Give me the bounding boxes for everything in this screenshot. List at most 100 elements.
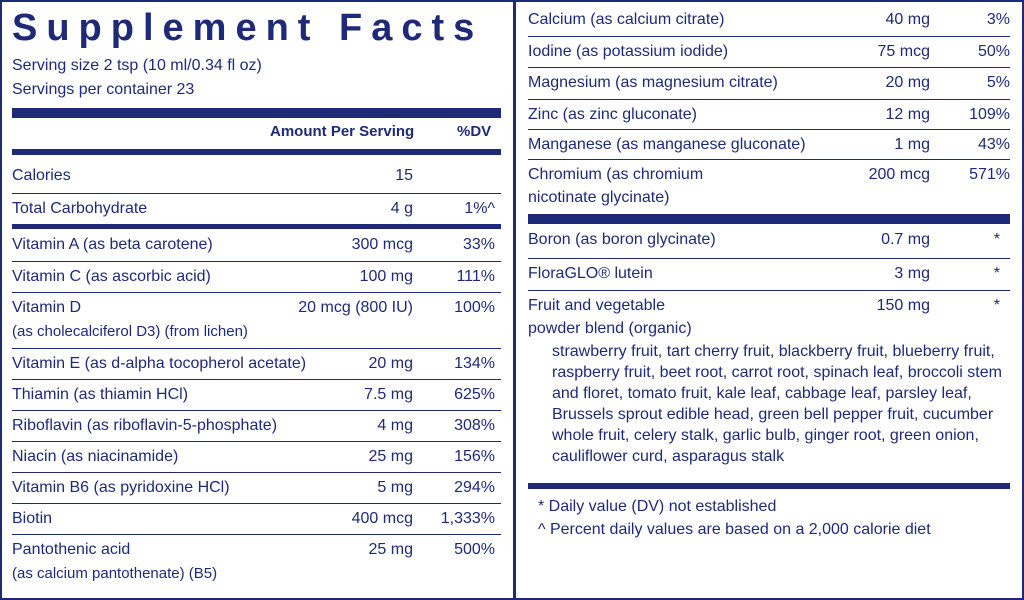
nutrient-dv: 294%	[454, 479, 495, 496]
nutrient-amount: 3 mg	[894, 265, 930, 282]
nutrient-amount: 7.5 mg	[364, 386, 413, 403]
footnote-divider-bar	[528, 483, 1010, 489]
nutrient-name: Calories	[12, 167, 71, 184]
nutrient-dv: *	[993, 265, 1000, 282]
nutrient-name: Niacin (as niacinamide)	[12, 448, 179, 465]
nutrient-dv: 1,333%	[440, 510, 495, 527]
nutrient-dv: 571%	[969, 166, 1010, 183]
footnote-dv-not-established: * Daily value (DV) not established	[538, 498, 777, 515]
nutrient-amount: 20 mg	[368, 355, 413, 372]
nutrient-name: Boron (as boron glycinate)	[528, 231, 716, 248]
nutrient-row-biotin: Biotin 400 mcg 1,333%	[12, 503, 501, 533]
nutrient-amount: 12 mg	[885, 106, 930, 123]
nutrient-dv: 100%	[454, 299, 495, 316]
nutrient-name: Fruit and vegetable	[528, 297, 665, 314]
nutrient-dv: 156%	[454, 448, 495, 465]
nutrient-dv: 50%	[977, 43, 1010, 60]
nutrient-amount: 15	[395, 167, 413, 184]
nutrient-row-carbohydrate: Total Carbohydrate 4 g 1%^	[12, 193, 501, 224]
nutrient-name-line2: powder blend (organic)	[528, 320, 692, 337]
nutrient-name: Vitamin B6 (as pyridoxine HCl)	[12, 479, 230, 496]
nutrient-amount: 4 g	[390, 200, 413, 217]
footnote-calorie-diet: ^ Percent daily values are based on a 2,…	[538, 521, 931, 538]
nutrient-row-vitamin-e: Vitamin E (as d-alpha tocopherol acetate…	[12, 348, 501, 378]
section-divider-bar	[12, 224, 501, 229]
percent-dv-header: %DV	[457, 123, 492, 140]
nutrient-name: Thiamin (as thiamin HCl)	[12, 386, 189, 403]
nutrient-dv: 134%	[454, 355, 495, 372]
nutrient-dv: 1%^	[464, 200, 495, 217]
nutrient-row-vitamin-a: Vitamin A (as beta carotene) 300 mcg 33%	[12, 230, 501, 259]
nutrient-dv: 109%	[969, 106, 1010, 123]
nutrient-row-riboflavin: Riboflavin (as riboflavin-5-phosphate) 4…	[12, 410, 501, 440]
nutrient-amount: 75 mcg	[877, 43, 930, 60]
nutrient-dv: 500%	[454, 541, 495, 558]
nutrient-amount: 25 mg	[368, 541, 413, 558]
nutrient-name: Zinc (as zinc gluconate)	[528, 106, 697, 123]
nutrient-name: Manganese (as manganese gluconate)	[528, 136, 806, 153]
nutrient-name: Riboflavin (as riboflavin-5-phosphate)	[12, 417, 278, 434]
amount-per-serving-header: Amount Per Serving	[270, 123, 415, 140]
nutrient-row-magnesium: Magnesium (as magnesium citrate) 20 mg 5…	[528, 67, 1010, 98]
nutrient-dv: *	[993, 297, 1000, 314]
nutrient-name: Vitamin C (as ascorbic acid)	[12, 268, 211, 285]
nutrient-name: Total Carbohydrate	[12, 200, 148, 217]
nutrient-row-vitamin-b6: Vitamin B6 (as pyridoxine HCl) 5 mg 294%	[12, 472, 501, 502]
nutrient-amount: 200 mcg	[868, 166, 930, 183]
nutrient-row-zinc: Zinc (as zinc gluconate) 12 mg 109%	[528, 99, 1010, 129]
nutrient-amount: 0.7 mg	[881, 231, 930, 248]
nutrient-row-thiamin: Thiamin (as thiamin HCl) 7.5 mg 625%	[12, 379, 501, 409]
nutrient-row-iodine: Iodine (as potassium iodide) 75 mcg 50%	[528, 36, 1010, 66]
nutrient-dv: 308%	[454, 417, 495, 434]
nutrient-amount: 20 mcg (800 IU)	[298, 299, 413, 316]
nutrient-name: Pantothenic acid	[12, 541, 131, 558]
nutrient-row-vitamin-c: Vitamin C (as ascorbic acid) 100 mg 111%	[12, 261, 501, 291]
nutrient-row-lutein: FloraGLO® lutein 3 mg *	[528, 258, 1010, 289]
nutrient-name: Iodine (as potassium iodide)	[528, 43, 729, 60]
nutrient-name: Vitamin E (as d-alpha tocopherol acetate…	[12, 355, 307, 372]
nutrient-row-niacin: Niacin (as niacinamide) 25 mg 156%	[12, 441, 501, 471]
nutrient-name-line2: nicotinate glycinate)	[528, 189, 670, 206]
nutrient-amount: 20 mg	[885, 74, 930, 91]
page-title: Supplement Facts	[12, 7, 484, 49]
nutrient-name: Vitamin A (as beta carotene)	[12, 236, 213, 253]
nutrient-dv: 625%	[454, 386, 495, 403]
nutrient-name-line2: (as calcium pantothenate) (B5)	[12, 565, 218, 582]
nutrient-amount: 100 mg	[359, 268, 413, 285]
nutrient-name: Vitamin D	[12, 299, 82, 316]
nutrient-name: Chromium (as chromium	[528, 166, 704, 183]
nutrient-dv: 33%	[462, 236, 495, 253]
nutrient-amount: 5 mg	[377, 479, 413, 496]
serving-size: Serving size 2 tsp (10 ml/0.34 fl oz)	[12, 57, 262, 74]
nutrient-dv: 5%	[986, 74, 1010, 91]
nutrient-row-vitamin-d: Vitamin D (as cholecalciferol D3) (from …	[12, 292, 501, 347]
nutrient-amount: 150 mg	[876, 297, 930, 314]
nutrient-amount: 1 mg	[894, 136, 930, 153]
nutrient-row-chromium: Chromium (as chromium nicotinate glycina…	[528, 159, 1010, 214]
nutrient-amount: 25 mg	[368, 448, 413, 465]
nutrient-amount: 4 mg	[377, 417, 413, 434]
nutrient-dv: 43%	[977, 136, 1010, 153]
nutrient-row-pantothenic-acid: Pantothenic acid (as calcium pantothenat…	[12, 534, 501, 593]
nutrient-row-manganese: Manganese (as manganese gluconate) 1 mg …	[528, 129, 1010, 159]
nutrient-row-calories: Calories 15	[12, 161, 501, 190]
nutrient-name: Calcium (as calcium citrate)	[528, 11, 725, 28]
nutrient-amount: 300 mcg	[351, 236, 413, 253]
nutrient-name-line2: (as cholecalciferol D3) (from lichen)	[12, 323, 248, 340]
nutrient-name: Biotin	[12, 510, 53, 527]
nutrient-dv: *	[993, 231, 1000, 248]
nutrient-row-calcium: Calcium (as calcium citrate) 40 mg 3%	[528, 5, 1010, 34]
column-divider	[513, 2, 516, 598]
nutrient-dv: 111%	[456, 268, 495, 285]
thick-divider-bar	[12, 108, 501, 118]
nutrient-dv: 3%	[986, 11, 1010, 28]
servings-per-container: Servings per container 23	[12, 81, 195, 98]
nutrient-amount: 400 mcg	[351, 510, 413, 527]
nutrient-name: Magnesium (as magnesium citrate)	[528, 74, 778, 91]
nutrient-amount: 40 mg	[885, 11, 930, 28]
section-divider-bar	[528, 214, 1010, 224]
nutrient-row-fruit-vegetable-blend: Fruit and vegetable powder blend (organi…	[528, 290, 1010, 487]
blend-ingredients-list: strawberry fruit, tart cherry fruit, bla…	[552, 343, 1002, 465]
nutrient-name: FloraGLO® lutein	[528, 265, 653, 282]
